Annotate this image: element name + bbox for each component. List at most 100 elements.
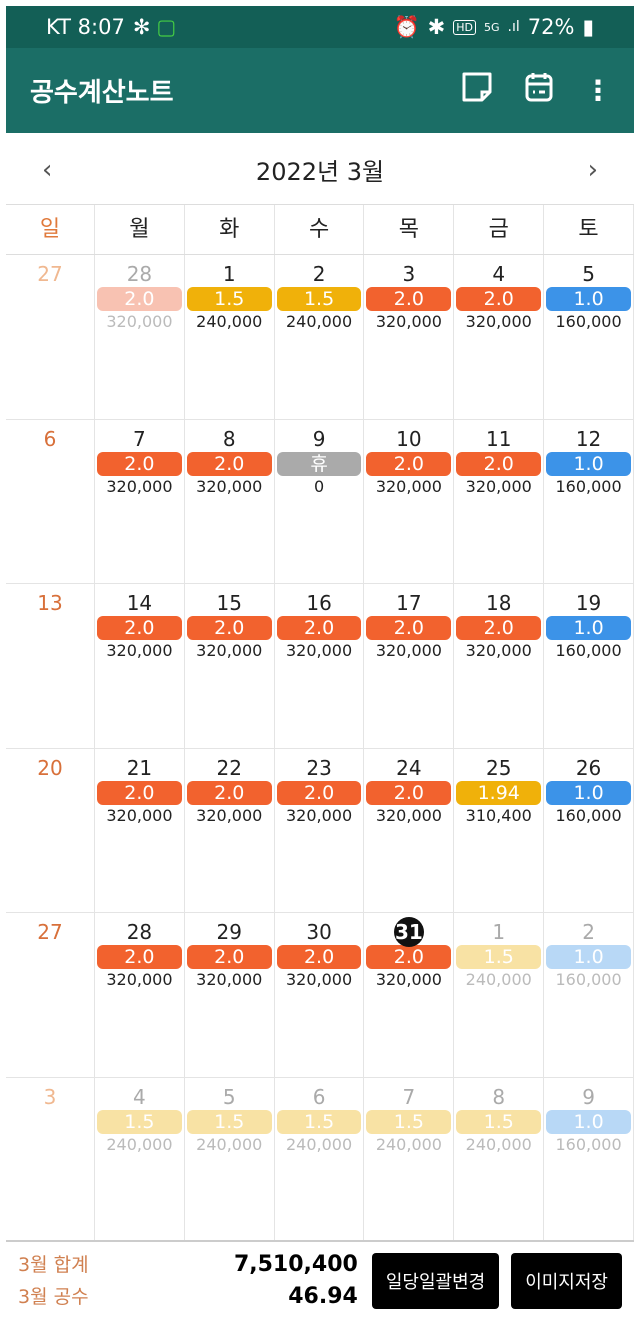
day-number: 8 (185, 426, 274, 452)
day-cell[interactable]: 21 2.0 320,000 (95, 748, 185, 912)
day-cell[interactable]: 2 1.0 160,000 (544, 913, 634, 1077)
day-number-text: 6 (312, 1084, 326, 1109)
work-units-badge: 1.0 (546, 945, 631, 969)
day-cell[interactable]: 30 2.0 320,000 (275, 913, 365, 1077)
day-number: 29 (185, 919, 274, 945)
day-cell[interactable]: 2 1.5 240,000 (275, 255, 365, 419)
day-number: 5 (544, 261, 633, 287)
calendar-grid: 일 월 화 수 목 금 토 27 28 2.0 320,000 1 1.5 240,… (6, 205, 634, 1242)
work-units-badge: 1.5 (456, 1109, 542, 1134)
day-cell[interactable]: 31 2.0 320,000 (364, 913, 455, 1077)
more-options-icon[interactable]: ⋮ (584, 74, 612, 107)
day-number-text: 10 (396, 426, 422, 451)
daily-amount: 320,000 (106, 476, 173, 496)
day-number: 30 (275, 919, 364, 945)
battery-icon: ▮ (582, 15, 594, 39)
day-number: 1 (454, 919, 543, 945)
day-number-text: 5 (222, 1084, 236, 1109)
calendar-icon[interactable] (524, 71, 554, 110)
bulk-wage-change-button[interactable]: 일당일괄변경 (371, 1252, 500, 1309)
day-number: 2 (544, 919, 633, 945)
day-number: 15 (185, 590, 274, 616)
summary-footer: 3월 합계 3월 공수 7,510,400 46.94 일당일괄변경 이미지저장 (6, 1240, 634, 1319)
fan-icon: ✻ (132, 15, 151, 39)
day-cell[interactable]: 6 1.5 240,000 (275, 1077, 365, 1241)
day-cell[interactable]: 25 1.94 310,400 (454, 748, 545, 912)
day-number: 2 (275, 261, 364, 287)
day-cell[interactable]: 4 2.0 320,000 (454, 255, 545, 419)
day-cell-sunday[interactable]: 20 (6, 748, 95, 912)
day-cell[interactable]: 19 1.0 160,000 (544, 584, 634, 748)
daily-amount: 320,000 (285, 970, 353, 989)
day-number-text: 4 (492, 262, 506, 286)
day-number-text: 26 (575, 755, 602, 780)
total-value: 7,510,400 (233, 1251, 358, 1277)
work-units-badge: 1.5 (276, 1109, 362, 1134)
day-number-text: 9 (312, 426, 326, 451)
day-cell[interactable]: 23 2.0 320,000 (275, 748, 365, 912)
next-month-button[interactable]: › (587, 154, 598, 185)
day-number-text: 3 (402, 262, 416, 286)
day-number: 21 (95, 755, 184, 781)
day-cell[interactable]: 22 2.0 320,000 (185, 748, 275, 912)
day-cell[interactable]: 28 2.0 320,000 (95, 255, 185, 419)
day-cell-sunday[interactable]: 13 (6, 584, 95, 748)
day-cell[interactable]: 15 2.0 320,000 (185, 584, 275, 748)
day-cell[interactable]: 24 2.0 320,000 (364, 748, 455, 912)
day-number: 9 (544, 1084, 633, 1110)
save-image-button[interactable]: 이미지저장 (511, 1252, 622, 1309)
day-cell[interactable]: 5 1.0 160,000 (544, 255, 634, 419)
memo-icon[interactable] (460, 70, 494, 111)
day-number-text: 28 (126, 262, 153, 286)
work-units-badge: 1.94 (456, 780, 542, 805)
day-number: 18 (454, 590, 543, 616)
day-cell[interactable]: 3 2.0 320,000 (364, 255, 455, 419)
day-cell[interactable]: 9 1.0 160,000 (544, 1077, 634, 1241)
day-cell[interactable]: 12 1.0 160,000 (544, 419, 634, 583)
day-number: 13 (37, 591, 63, 615)
day-number-text: 4 (133, 1084, 146, 1109)
count-value: 46.94 (288, 1283, 358, 1309)
day-number: 11 (454, 426, 543, 452)
day-cell[interactable]: 10 2.0 320,000 (364, 419, 455, 583)
day-cell-sunday[interactable]: 27 (6, 913, 95, 1077)
work-units-badge: 1.5 (186, 287, 272, 311)
day-cell-sunday[interactable]: 3 (6, 1077, 95, 1241)
day-cell[interactable]: 14 2.0 320,000 (95, 584, 185, 748)
day-number: 5 (185, 1084, 274, 1110)
day-cell-sunday[interactable]: 6 (6, 419, 95, 583)
day-cell[interactable]: 8 1.5 240,000 (454, 1077, 545, 1241)
work-units-badge: 2.0 (97, 945, 182, 969)
work-units-badge: 2.0 (366, 616, 452, 640)
day-cell[interactable]: 7 1.5 240,000 (364, 1077, 455, 1241)
weekday-sun: 일 (6, 205, 95, 254)
day-cell[interactable]: 9 휴 0 (275, 419, 365, 583)
daily-amount: 320,000 (375, 641, 442, 660)
work-units-badge: 2.0 (366, 780, 452, 805)
day-cell[interactable]: 11 2.0 320,000 (454, 419, 545, 583)
day-cell[interactable]: 16 2.0 320,000 (275, 584, 365, 748)
day-cell[interactable]: 28 2.0 320,000 (95, 913, 185, 1077)
screen-icon: ▢ (156, 15, 177, 39)
day-cell[interactable]: 17 2.0 320,000 (364, 584, 455, 748)
day-number-text: 7 (402, 1084, 416, 1109)
day-cell[interactable]: 18 2.0 320,000 (454, 584, 545, 748)
day-number-text: 22 (216, 755, 242, 780)
day-cell[interactable]: 26 1.0 160,000 (544, 748, 634, 912)
day-number: 27 (37, 262, 63, 286)
day-cell[interactable]: 1 1.5 240,000 (454, 913, 545, 1077)
day-cell[interactable]: 5 1.5 240,000 (185, 1077, 275, 1241)
work-units-badge: 2.0 (97, 287, 182, 311)
daily-amount: 320,000 (375, 476, 442, 496)
work-units-badge: 2.0 (276, 616, 362, 640)
daily-amount: 240,000 (465, 1134, 532, 1154)
prev-month-button[interactable]: ‹ (42, 154, 53, 185)
day-cell[interactable]: 8 2.0 320,000 (185, 419, 275, 583)
day-cell[interactable]: 1 1.5 240,000 (185, 255, 275, 419)
carrier-time: KT 8:07 (46, 15, 125, 39)
day-cell[interactable]: 7 2.0 320,000 (95, 419, 185, 583)
day-cell[interactable]: 29 2.0 320,000 (185, 913, 275, 1077)
day-cell-sunday[interactable]: 27 (6, 255, 95, 419)
daily-amount: 320,000 (375, 312, 442, 331)
day-cell[interactable]: 4 1.5 240,000 (95, 1077, 185, 1241)
